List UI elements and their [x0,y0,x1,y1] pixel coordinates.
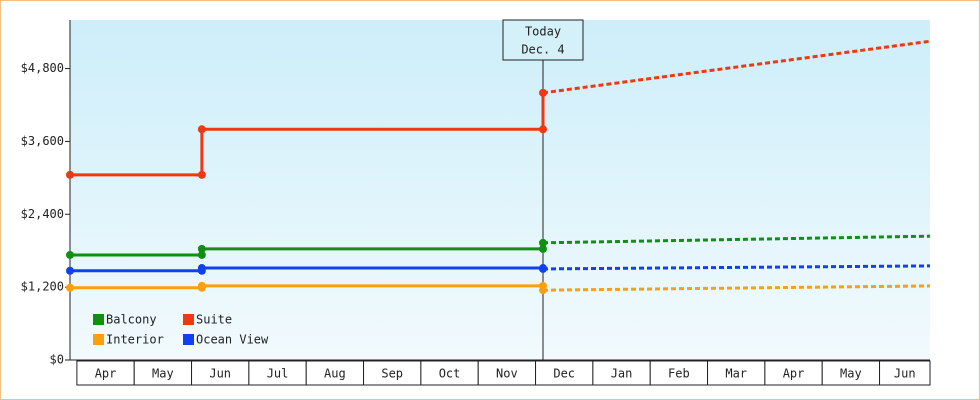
y-tick-label: $2,400 [21,207,64,221]
legend-label: Balcony [106,313,157,327]
today-label: Dec. 4 [521,43,564,57]
x-tick-label: Oct [439,367,461,381]
legend-label: Interior [106,333,164,347]
month-cell [879,360,931,386]
x-tick-label: Dec [553,367,575,381]
today-label: Today [525,25,561,39]
legend-label: Suite [196,313,232,327]
month-cell [305,360,365,386]
point [539,125,547,134]
x-tick-label: Jul [267,367,289,381]
x-tick-label: May [840,367,862,381]
legend-swatch [93,314,104,325]
month-cell [477,360,537,386]
x-tick-label: Apr [783,367,805,381]
x-tick-label: Jan [611,367,633,381]
point [197,170,206,179]
month-cell [592,360,651,386]
history-line [70,127,543,177]
month-cell [133,360,193,386]
point [66,283,74,292]
month-cell [764,360,823,386]
x-tick-label: May [152,367,174,381]
legend-swatch [183,334,194,345]
legend-swatch [93,334,104,345]
forecast-line [542,39,931,95]
plot-area [70,20,930,360]
y-tick-label: $1,200 [21,280,64,294]
y-tick-label: $3,600 [21,134,64,148]
y-tick-label: $4,800 [21,61,64,75]
point [539,286,547,295]
x-tick-label: Aug [324,367,346,381]
today-box [502,19,584,61]
x-tick-label: Nov [496,367,518,381]
x-tick-label: Sep [381,367,403,381]
y-tick-label: $0 [50,353,64,367]
point [197,250,206,259]
point [539,88,547,97]
month-cell [76,360,135,386]
forecast-line [542,264,931,271]
point [66,266,74,275]
forecast-line [542,234,931,245]
month-cell [191,360,250,386]
point [66,170,74,179]
point [539,264,547,273]
point [197,281,206,290]
x-tick-label: Jun [894,367,916,381]
forecast-line [542,284,931,292]
point [539,244,547,253]
x-tick-label: Feb [668,367,690,381]
point [539,238,547,247]
point [197,125,206,134]
point [66,250,74,259]
x-tick-label: Jun [209,367,231,381]
month-cell [707,360,766,386]
x-tick-label: Mar [725,367,747,381]
point [197,264,206,273]
month-cell [248,360,307,386]
point [197,244,206,253]
legend-label: Ocean View [196,333,269,347]
legend-swatch [183,314,194,325]
x-tick-label: Apr [95,367,117,381]
